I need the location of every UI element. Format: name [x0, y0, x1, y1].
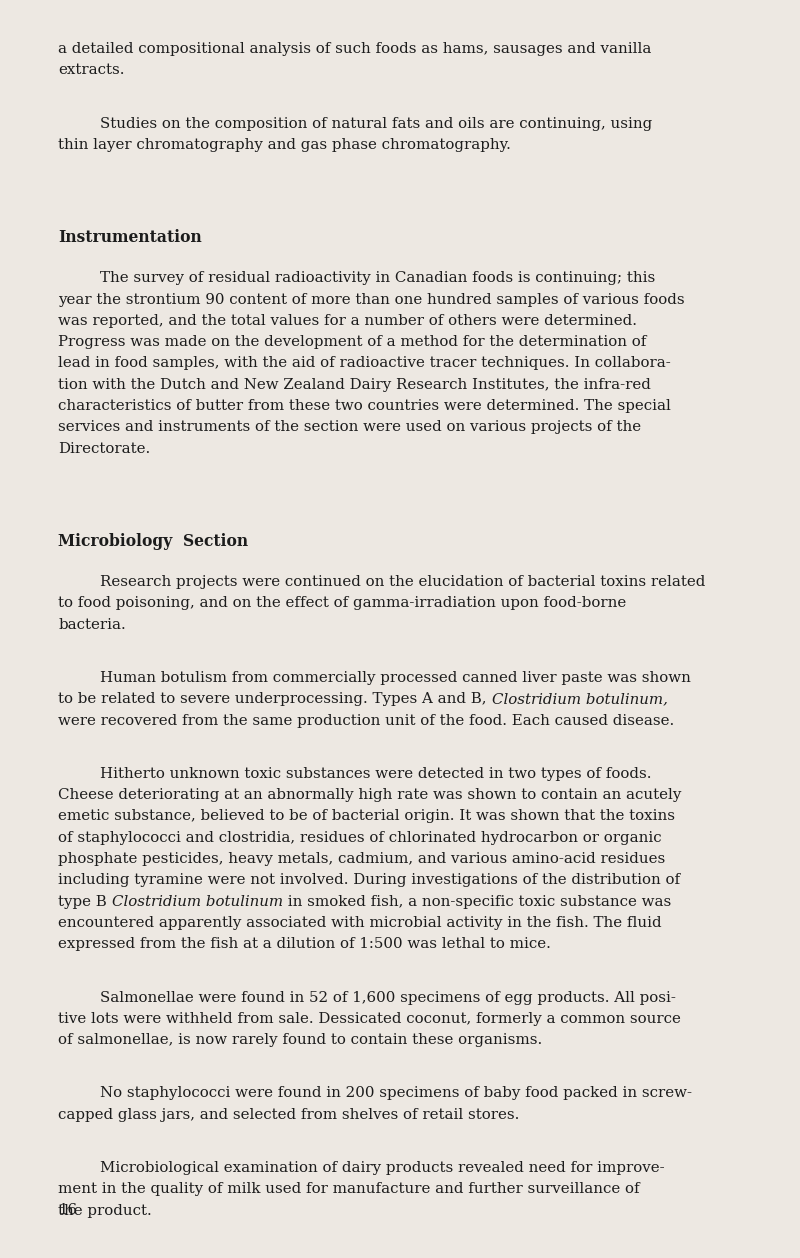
Text: bacteria.: bacteria. — [58, 618, 126, 632]
Text: Microbiological examination of dairy products revealed need for improve-: Microbiological examination of dairy pro… — [101, 1161, 665, 1175]
Text: Clostridium botulinum: Clostridium botulinum — [112, 894, 283, 908]
Text: ment in the quality of milk used for manufacture and further surveillance of: ment in the quality of milk used for man… — [58, 1183, 640, 1196]
Text: Microbiology  Section: Microbiology Section — [58, 533, 249, 550]
Text: Directorate.: Directorate. — [58, 442, 150, 455]
Text: tion with the Dutch and New Zealand Dairy Research Institutes, the infra-red: tion with the Dutch and New Zealand Dair… — [58, 377, 651, 391]
Text: of salmonellae, is now rarely found to contain these organisms.: of salmonellae, is now rarely found to c… — [58, 1033, 542, 1047]
Text: thin layer chromatography and gas phase chromatography.: thin layer chromatography and gas phase … — [58, 138, 511, 152]
Text: to be related to severe underprocessing. Types A and B,: to be related to severe underprocessing.… — [58, 692, 492, 706]
Text: in smoked fish, a non-specific toxic substance was: in smoked fish, a non-specific toxic sub… — [283, 894, 671, 908]
Text: of staphylococci and clostridia, residues of chlorinated hydrocarbon or organic: of staphylococci and clostridia, residue… — [58, 830, 662, 845]
Text: Hitherto unknown toxic substances were detected in two types of foods.: Hitherto unknown toxic substances were d… — [101, 767, 652, 781]
Text: emetic substance, believed to be of bacterial origin. It was shown that the toxi: emetic substance, believed to be of bact… — [58, 809, 675, 824]
Text: Clostridium botulinum,: Clostridium botulinum, — [492, 692, 668, 706]
Text: Progress was made on the development of a method for the determination of: Progress was made on the development of … — [58, 335, 647, 350]
Text: extracts.: extracts. — [58, 63, 125, 77]
Text: Instrumentation: Instrumentation — [58, 229, 202, 247]
Text: 16: 16 — [58, 1203, 78, 1216]
Text: Research projects were continued on the elucidation of bacterial toxins related: Research projects were continued on the … — [101, 575, 706, 589]
Text: Studies on the composition of natural fats and oils are continuing, using: Studies on the composition of natural fa… — [101, 117, 653, 131]
Text: the product.: the product. — [58, 1204, 152, 1218]
Text: characteristics of butter from these two countries were determined. The special: characteristics of butter from these two… — [58, 399, 671, 413]
Text: The survey of residual radioactivity in Canadian foods is continuing; this: The survey of residual radioactivity in … — [101, 272, 656, 286]
Text: was reported, and the total values for a number of others were determined.: was reported, and the total values for a… — [58, 314, 638, 328]
Text: were recovered from the same production unit of the food. Each caused disease.: were recovered from the same production … — [58, 713, 674, 727]
Text: services and instruments of the section were used on various projects of the: services and instruments of the section … — [58, 420, 642, 434]
Text: encountered apparently associated with microbial activity in the fish. The fluid: encountered apparently associated with m… — [58, 916, 662, 930]
Text: Cheese deteriorating at an abnormally high rate was shown to contain an acutely: Cheese deteriorating at an abnormally hi… — [58, 789, 682, 803]
Text: to food poisoning, and on the effect of gamma-irradiation upon food-borne: to food poisoning, and on the effect of … — [58, 596, 626, 610]
Text: lead in food samples, with the aid of radioactive tracer techniques. In collabor: lead in food samples, with the aid of ra… — [58, 356, 671, 371]
Text: tive lots were withheld from sale. Dessicated coconut, formerly a common source: tive lots were withheld from sale. Dessi… — [58, 1011, 682, 1025]
Text: year the strontium 90 content of more than one hundred samples of various foods: year the strontium 90 content of more th… — [58, 293, 685, 307]
Text: expressed from the fish at a dilution of 1:500 was lethal to mice.: expressed from the fish at a dilution of… — [58, 937, 551, 951]
Text: Salmonellae were found in 52 of 1,600 specimens of egg products. All posi-: Salmonellae were found in 52 of 1,600 sp… — [101, 990, 676, 1005]
Text: capped glass jars, and selected from shelves of retail stores.: capped glass jars, and selected from she… — [58, 1108, 520, 1122]
Text: phosphate pesticides, heavy metals, cadmium, and various amino-acid residues: phosphate pesticides, heavy metals, cadm… — [58, 852, 666, 866]
Text: including tyramine were not involved. During investigations of the distribution : including tyramine were not involved. Du… — [58, 873, 681, 887]
Text: Human botulism from commercially processed canned liver paste was shown: Human botulism from commercially process… — [101, 671, 691, 684]
Text: No staphylococci were found in 200 specimens of baby food packed in screw-: No staphylococci were found in 200 speci… — [101, 1087, 693, 1101]
Text: a detailed compositional analysis of such foods as hams, sausages and vanilla: a detailed compositional analysis of suc… — [58, 42, 652, 57]
Text: type B: type B — [58, 894, 112, 908]
